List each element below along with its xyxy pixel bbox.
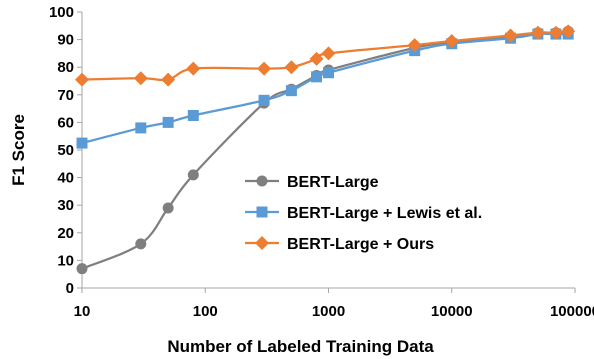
x-tick-label: 10000 xyxy=(431,303,473,320)
legend-swatch-marker xyxy=(255,236,269,250)
data-point xyxy=(444,33,459,48)
x-tick-label: 10 xyxy=(74,303,91,320)
data-point xyxy=(162,202,174,214)
data-point xyxy=(257,61,272,76)
legend-item: BERT-Large xyxy=(245,174,379,191)
data-point xyxy=(75,72,89,87)
y-tick-label: 40 xyxy=(57,170,74,187)
y-tick-label: 60 xyxy=(57,114,74,131)
y-tick-label: 30 xyxy=(57,197,74,214)
legend-label: BERT-Large xyxy=(287,174,379,191)
y-axis-title: F1 Score xyxy=(9,114,28,186)
data-point xyxy=(186,61,201,76)
y-tick-label: 50 xyxy=(57,142,74,159)
data-point xyxy=(321,46,336,61)
series-bert-large-ours xyxy=(75,24,576,87)
legend-item: BERT-Large + Lewis et al. xyxy=(245,205,482,222)
data-point xyxy=(561,24,576,39)
x-axis-title: Number of Labeled Training Data xyxy=(167,337,434,356)
data-point xyxy=(285,85,297,97)
data-point xyxy=(323,67,334,79)
y-tick-label: 0 xyxy=(66,280,74,297)
legend-swatch-marker xyxy=(256,206,268,218)
data-point xyxy=(187,110,199,121)
x-tick-label: 100000 xyxy=(550,303,594,320)
series-bert-large-lewis-et-al xyxy=(76,28,574,149)
y-tick-label: 10 xyxy=(57,252,74,269)
data-point xyxy=(187,169,199,181)
x-tick-label: 1000 xyxy=(312,303,345,320)
series-layer xyxy=(75,24,576,275)
data-point xyxy=(311,71,323,83)
y-tick-label: 20 xyxy=(57,225,74,242)
data-point xyxy=(162,116,174,128)
data-point xyxy=(503,28,518,43)
data-point xyxy=(309,51,324,66)
legend-label: BERT-Large + Lewis et al. xyxy=(287,205,482,222)
legend-label: BERT-Large + Ours xyxy=(287,236,434,253)
data-point xyxy=(76,263,88,275)
data-point xyxy=(407,38,422,53)
y-tick-label: 90 xyxy=(57,32,74,49)
y-tick-label: 100 xyxy=(49,4,74,21)
data-point xyxy=(284,60,299,75)
data-point xyxy=(258,94,270,106)
data-point xyxy=(135,122,147,134)
legend: BERT-Large BERT-Large + Lewis et al. BERT-… xyxy=(245,174,482,253)
y-axis-title-group: F1 Score xyxy=(9,114,28,186)
data-point xyxy=(135,238,147,250)
data-point xyxy=(161,72,176,87)
y-tick-label: 80 xyxy=(57,59,74,76)
x-tick-label: 100 xyxy=(193,303,218,320)
data-point xyxy=(76,137,88,149)
data-point xyxy=(133,71,148,86)
data-point xyxy=(548,25,563,40)
legend-item: BERT-Large + Ours xyxy=(245,236,434,253)
y-tick-label: 70 xyxy=(57,87,74,104)
legend-swatch-marker xyxy=(256,175,268,187)
data-point xyxy=(530,25,545,40)
